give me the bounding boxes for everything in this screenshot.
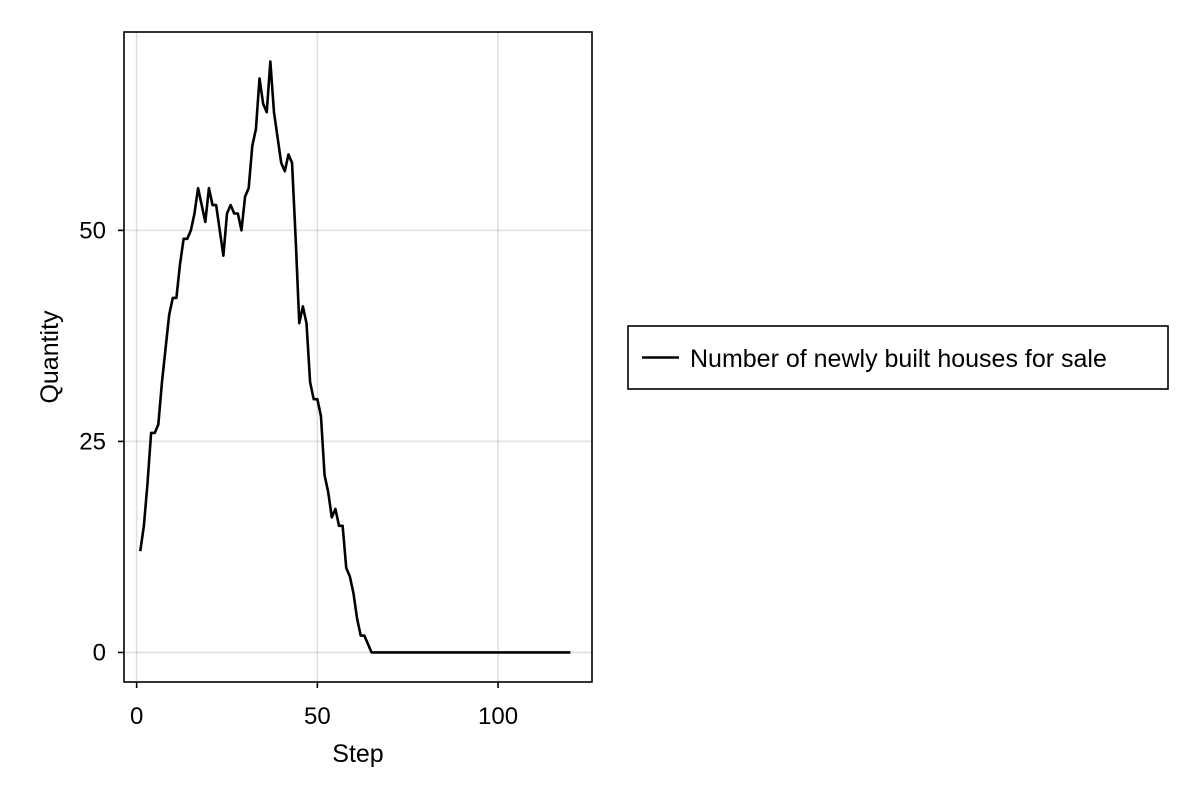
- series-layer: [138, 60, 571, 654]
- plot-frame: [123, 31, 593, 683]
- y-tick-label: 50: [79, 217, 106, 244]
- legend-box: [627, 325, 1169, 390]
- tick-layer: 0 50 100 0 25 50: [79, 217, 518, 730]
- y-tick-label: 25: [79, 428, 106, 455]
- legend: Number of newly built houses for sale: [627, 325, 1169, 390]
- y-tick-label: 0: [93, 639, 106, 666]
- y-axis-title: Quantity: [36, 310, 64, 404]
- x-axis-title: Step: [332, 740, 383, 768]
- legend-label: Number of newly built houses for sale: [690, 345, 1107, 373]
- x-tick-label: 0: [130, 703, 143, 730]
- series-line-0: [138, 60, 571, 654]
- x-tick-label: 50: [304, 703, 331, 730]
- x-tick-label: 100: [478, 703, 518, 730]
- grid-layer: [124, 32, 592, 682]
